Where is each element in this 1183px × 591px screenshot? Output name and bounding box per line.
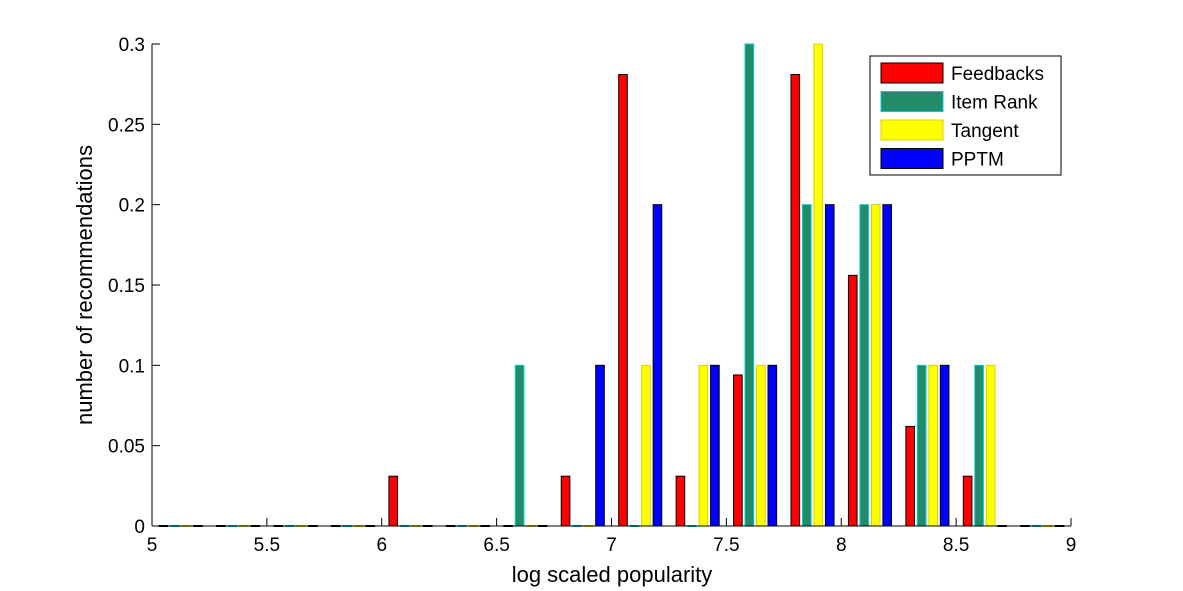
legend: Feedbacks Item Rank Tangent PPTM [869,55,1062,176]
bar-tangent-10 [756,364,766,527]
bars-group [158,43,1065,527]
bar-pptm-7 [595,364,605,527]
bar-item-rank-14 [974,364,984,527]
legend-label-item-rank: Item Rank [951,93,1038,114]
y-tick-label: 0.25 [108,115,145,136]
x-axis-label: log scaled popularity [512,562,713,587]
bar-pptm-13 [939,364,950,527]
x-tick-label: 9 [1066,535,1077,556]
x-tick-label: 6.5 [483,535,509,556]
bar-pptm-11 [824,204,835,527]
legend-label-tangent: Tangent [951,121,1019,142]
y-tick-label: 0 [134,517,145,538]
bar-feedbacks-11 [790,74,801,527]
ticks-group: 5 5.5 6 6.5 7 7.5 8 8.5 9 0 0.05 0.1 0.15 0.2 0.25 0.3 [108,35,1076,556]
legend-swatch-item-rank [880,91,944,112]
x-tick-label: 7 [606,535,617,556]
legend-label-feedbacks: Feedbacks [951,64,1044,85]
x-tick-label: 6 [376,535,387,556]
legend-swatch-pptm [880,148,944,169]
bar-pptm-9 [710,364,720,527]
bar-item-rank-6 [514,364,525,527]
legend-label-pptm: PPTM [951,150,1004,171]
bar-feedbacks-4 [388,475,399,527]
bar-item-rank-11 [801,204,812,527]
x-tick-label: 8 [836,535,847,556]
bar-item-rank-12 [859,204,870,527]
y-tick-label: 0.1 [119,356,145,377]
legend-swatch-feedbacks [880,62,944,84]
bar-tangent-9 [698,364,709,527]
legend-swatch-tangent [880,119,944,141]
bar-feedbacks-9 [675,475,686,527]
y-tick-label: 0.3 [119,35,145,56]
x-tick-label: 7.5 [713,535,739,556]
x-tick-label: 8.5 [943,535,969,556]
bar-tangent-12 [870,204,881,527]
bar-tangent-13 [928,364,938,527]
y-axis-label: number of recommendations [72,145,97,425]
x-tick-label: 5 [147,535,158,556]
bar-item-rank-10 [744,43,755,527]
y-tick-label: 0.2 [119,196,145,217]
bar-tangent-11 [813,43,824,527]
bar-item-rank-13 [916,364,927,527]
bar-tangent-8 [641,364,651,527]
y-tick-label: 0.05 [108,437,145,458]
bar-feedbacks-7 [560,475,571,527]
bar-pptm-12 [882,204,893,527]
bar-feedbacks-12 [847,274,858,527]
bar-feedbacks-14 [962,475,973,527]
bar-tangent-14 [985,364,996,527]
bar-feedbacks-13 [905,425,915,527]
bar-pptm-8 [652,204,663,527]
x-tick-label: 5.5 [254,535,280,556]
bar-feedbacks-8 [618,74,628,527]
bar-pptm-10 [767,364,778,527]
bar-feedbacks-10 [733,374,743,527]
y-tick-label: 0.15 [108,276,145,297]
